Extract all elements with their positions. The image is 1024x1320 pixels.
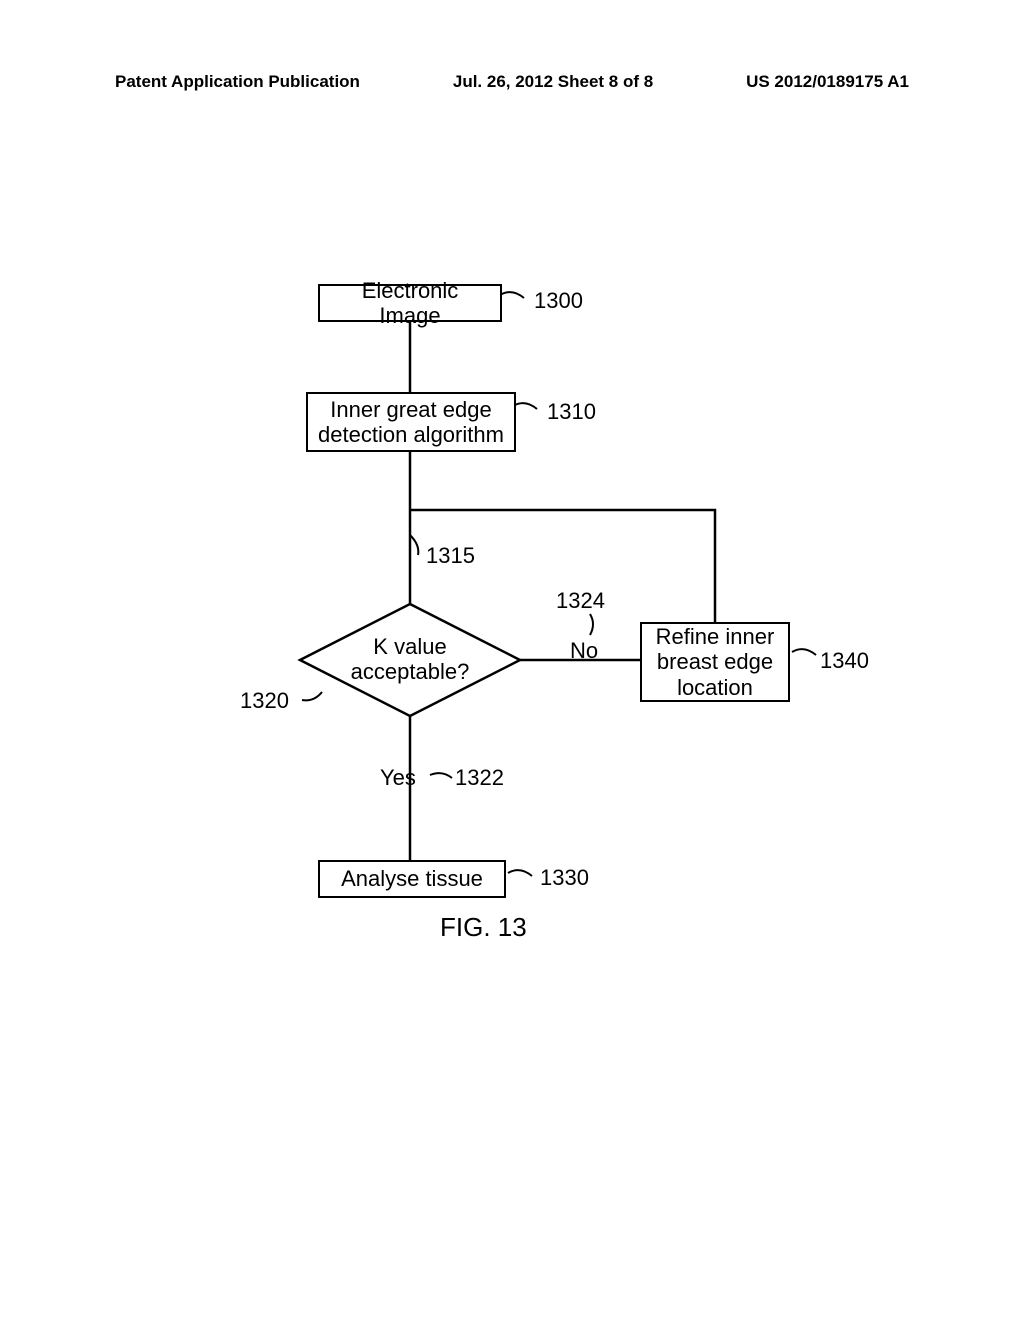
header-right: US 2012/0189175 A1 (746, 72, 909, 92)
node-label: Electronic Image (330, 278, 490, 329)
node-label: Refine inner breast edge location (656, 624, 775, 700)
edge-label-no: No (570, 638, 598, 664)
flowchart-fig13: Electronic Image 1300 Inner great edge d… (0, 280, 1024, 1000)
node-decision-k-value: K value acceptable? (330, 634, 490, 685)
ref-1330: 1330 (540, 865, 589, 891)
node-electronic-image: Electronic Image (318, 284, 502, 322)
node-label: Analyse tissue (341, 866, 483, 891)
node-refine-edge: Refine inner breast edge location (640, 622, 790, 702)
ref-1315: 1315 (426, 543, 475, 569)
ref-1340: 1340 (820, 648, 869, 674)
ref-1324: 1324 (556, 588, 605, 614)
ref-1300: 1300 (534, 288, 583, 314)
edge-label-yes: Yes (380, 765, 416, 791)
ref-1320: 1320 (240, 688, 289, 714)
node-inner-edge-detection: Inner great edge detection algorithm (306, 392, 516, 452)
node-analyse-tissue: Analyse tissue (318, 860, 506, 898)
page-header: Patent Application Publication Jul. 26, … (0, 72, 1024, 92)
header-left: Patent Application Publication (115, 72, 360, 92)
figure-caption: FIG. 13 (440, 912, 527, 943)
flowchart-lines (0, 280, 1024, 1000)
header-center: Jul. 26, 2012 Sheet 8 of 8 (453, 72, 653, 92)
ref-1322: 1322 (455, 765, 504, 791)
node-label: Inner great edge detection algorithm (318, 397, 504, 448)
ref-1310: 1310 (547, 399, 596, 425)
